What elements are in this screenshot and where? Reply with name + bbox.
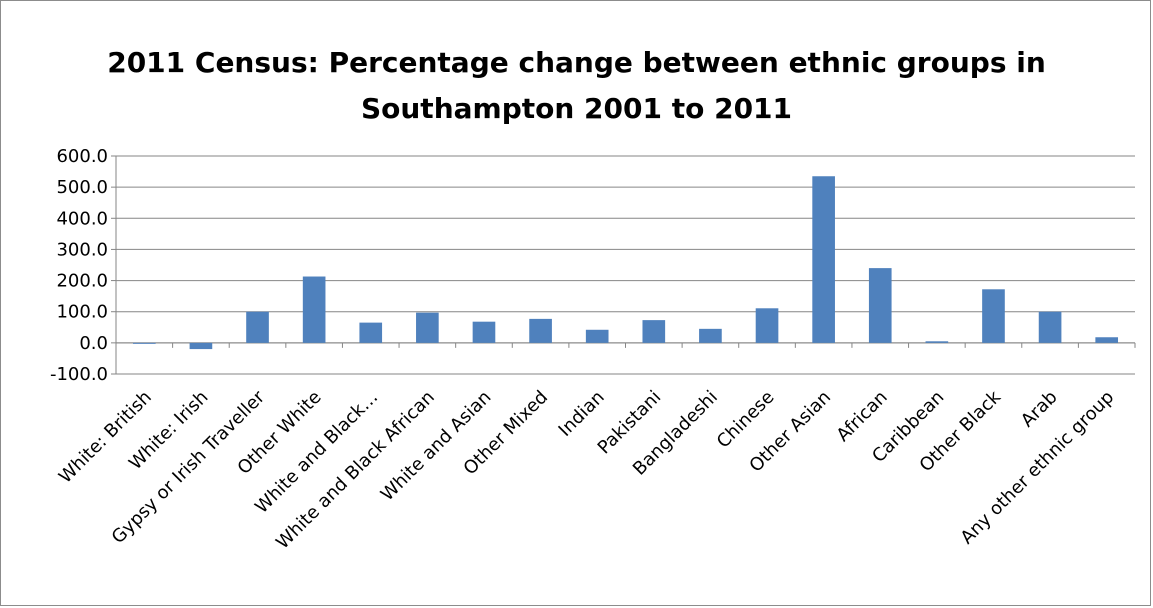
bar [302,276,326,343]
bar [246,311,269,343]
y-tick-label: 500.0 [56,177,108,198]
bar [189,342,213,350]
axes [111,155,1136,375]
bar [699,328,722,343]
y-tick-label: 200.0 [56,271,108,292]
bar [472,321,496,343]
bar [925,341,949,343]
y-tick-label: 600.0 [56,146,108,167]
bar [812,176,835,343]
chart-title: 2011 Census: Percentage change between e… [0,40,1153,132]
bar [868,268,892,343]
bar [132,342,156,344]
bar [755,308,779,343]
bar [1095,337,1119,343]
bars [132,176,1119,350]
bar [642,320,666,343]
chart-title-line-2: Southampton 2001 to 2011 [360,92,793,125]
y-tick-label: 100.0 [56,302,108,323]
bar [585,329,609,343]
x-tick-label: Arab [1017,387,1062,432]
bar [359,322,383,343]
y-tick-label: -100.0 [50,364,108,385]
bar [416,312,439,343]
y-tick-label: 300.0 [56,239,108,260]
chart-title-line-1: 2011 Census: Percentage change between e… [107,46,1046,79]
y-tick-label: 400.0 [56,208,108,229]
y-tick-label: 0.0 [79,333,108,354]
bar [982,289,1005,343]
y-tick-labels: 600.0 500.0 400.0 300.0 200.0 100.0 0.0 -100.0 [50,146,108,385]
bar [529,318,552,343]
bar [1038,311,1062,343]
x-tick-label: Indian [555,387,609,441]
